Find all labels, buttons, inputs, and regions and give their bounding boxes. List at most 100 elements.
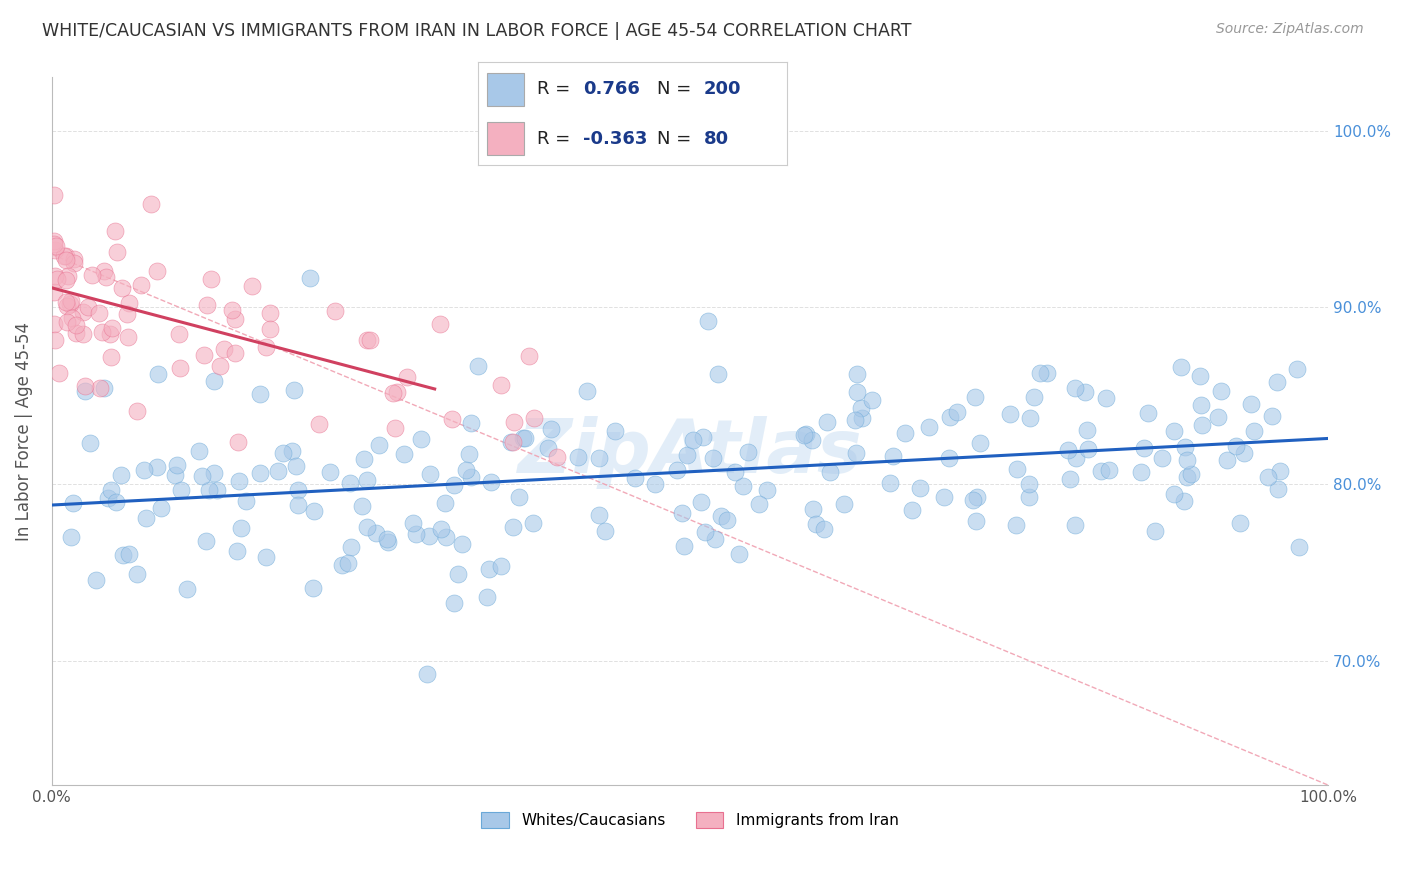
Point <box>302 581 325 595</box>
Point <box>188 443 211 458</box>
Point <box>205 483 228 497</box>
Point <box>65 326 87 340</box>
Point <box>593 524 616 538</box>
Point <box>98 326 121 341</box>
Point <box>111 281 134 295</box>
Point <box>212 343 235 357</box>
Text: 80: 80 <box>704 130 728 148</box>
Point <box>1076 423 1098 437</box>
Point <box>105 244 128 259</box>
Point <box>55 314 77 328</box>
Point <box>416 666 439 681</box>
Point <box>575 384 598 399</box>
Point <box>1143 524 1166 538</box>
Text: 200: 200 <box>704 80 741 98</box>
Point <box>146 264 169 278</box>
Point <box>1286 362 1309 376</box>
Point <box>692 430 714 444</box>
Point <box>1229 516 1251 530</box>
Point <box>117 296 139 310</box>
Point <box>330 558 353 572</box>
Point <box>962 493 984 508</box>
Point <box>72 326 94 341</box>
Text: N =: N = <box>658 80 697 98</box>
Point <box>434 530 457 544</box>
Point <box>1133 441 1156 455</box>
Point <box>832 497 855 511</box>
Point <box>375 532 398 546</box>
Point <box>249 466 271 480</box>
Point <box>82 268 104 283</box>
Point <box>356 333 378 347</box>
Point <box>204 374 226 388</box>
Point <box>845 367 868 381</box>
Point <box>1211 384 1233 398</box>
Point <box>195 298 218 312</box>
Point <box>460 417 482 431</box>
Point <box>733 479 755 493</box>
Point <box>702 451 724 466</box>
Point <box>672 540 695 554</box>
Point <box>1094 391 1116 405</box>
Point <box>1018 476 1040 491</box>
Point <box>502 519 524 533</box>
Point <box>104 224 127 238</box>
Point <box>1005 518 1028 533</box>
Point <box>79 436 101 450</box>
Point <box>813 522 835 536</box>
Point <box>405 527 427 541</box>
Point <box>1059 472 1081 486</box>
Point <box>170 483 193 497</box>
Point <box>710 509 733 524</box>
Point <box>451 537 474 551</box>
Point <box>689 495 711 509</box>
Point <box>209 359 232 373</box>
Point <box>806 516 828 531</box>
Point <box>682 433 704 447</box>
Point <box>254 549 277 564</box>
Point <box>1170 359 1192 374</box>
Point <box>430 522 453 536</box>
Point <box>1233 446 1256 460</box>
Point <box>479 475 502 490</box>
Point <box>1174 441 1197 455</box>
Point <box>624 471 647 485</box>
Text: R =: R = <box>537 130 576 148</box>
FancyBboxPatch shape <box>488 122 524 155</box>
Point <box>62 496 84 510</box>
Point <box>644 477 666 491</box>
Point <box>478 561 501 575</box>
Point <box>176 582 198 596</box>
Point <box>254 341 277 355</box>
Point <box>48 366 70 380</box>
Point <box>748 497 770 511</box>
Point <box>1243 424 1265 438</box>
Point <box>60 311 83 326</box>
Point <box>1090 464 1112 478</box>
Point <box>860 392 883 407</box>
Point <box>44 334 66 348</box>
Point <box>938 450 960 465</box>
Point <box>1216 453 1239 467</box>
Point <box>44 243 66 257</box>
Point <box>45 239 67 253</box>
Text: -0.363: -0.363 <box>583 130 648 148</box>
Point <box>169 361 191 376</box>
Point <box>62 252 84 267</box>
Point <box>966 490 988 504</box>
Point <box>1268 464 1291 478</box>
Point <box>1035 367 1057 381</box>
Point <box>87 306 110 320</box>
Point <box>1022 390 1045 404</box>
Point <box>1073 384 1095 399</box>
Point <box>75 384 97 398</box>
Point <box>304 504 326 518</box>
Point <box>945 405 967 419</box>
Point <box>101 321 124 335</box>
Point <box>1150 450 1173 465</box>
Point <box>918 420 941 434</box>
Legend: Whites/Caucasians, Immigrants from Iran: Whites/Caucasians, Immigrants from Iran <box>475 805 904 834</box>
Text: WHITE/CAUCASIAN VS IMMIGRANTS FROM IRAN IN LABOR FORCE | AGE 45-54 CORRELATION C: WHITE/CAUCASIAN VS IMMIGRANTS FROM IRAN … <box>42 22 911 40</box>
Text: N =: N = <box>658 130 697 148</box>
Y-axis label: In Labor Force | Age 45-54: In Labor Force | Age 45-54 <box>15 322 32 541</box>
